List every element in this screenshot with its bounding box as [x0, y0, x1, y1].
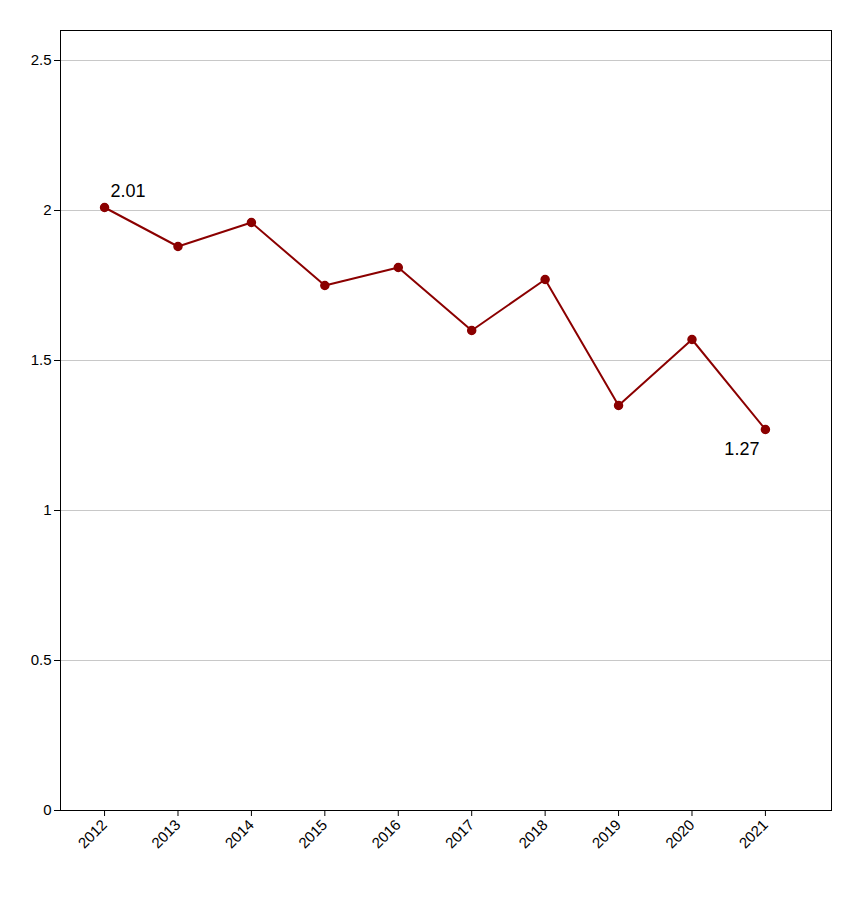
svg-text:2012: 2012 [74, 816, 110, 852]
svg-text:2017: 2017 [442, 816, 478, 852]
svg-text:2021: 2021 [735, 816, 771, 852]
svg-text:2015: 2015 [295, 816, 331, 852]
svg-text:2018: 2018 [515, 816, 551, 852]
svg-text:2014: 2014 [221, 816, 257, 852]
svg-text:2016: 2016 [368, 816, 404, 852]
svg-text:2013: 2013 [148, 816, 184, 852]
svg-text:2.01: 2.01 [111, 181, 146, 201]
svg-text:1.5: 1.5 [31, 351, 52, 368]
svg-text:2019: 2019 [588, 816, 624, 852]
svg-text:2020: 2020 [662, 816, 698, 852]
svg-text:0: 0 [43, 801, 51, 818]
svg-text:0.5: 0.5 [31, 651, 52, 668]
svg-text:2.5: 2.5 [31, 51, 52, 68]
svg-text:1.27: 1.27 [724, 439, 759, 459]
svg-text:2: 2 [43, 201, 51, 218]
svg-text:1: 1 [43, 501, 51, 518]
